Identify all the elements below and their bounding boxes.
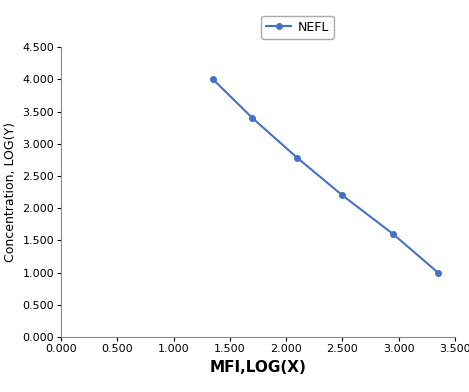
NEFL [390, 232, 396, 236]
NEFL [295, 156, 300, 160]
NEFL [340, 193, 345, 198]
Legend: NEFL: NEFL [261, 16, 333, 38]
Line: NEFL: NEFL [210, 76, 441, 276]
NEFL [210, 77, 216, 82]
Y-axis label: Concentration, LOG(Y): Concentration, LOG(Y) [4, 122, 17, 262]
NEFL [250, 116, 255, 120]
NEFL [435, 270, 441, 275]
X-axis label: MFI,LOG(X): MFI,LOG(X) [210, 359, 306, 375]
